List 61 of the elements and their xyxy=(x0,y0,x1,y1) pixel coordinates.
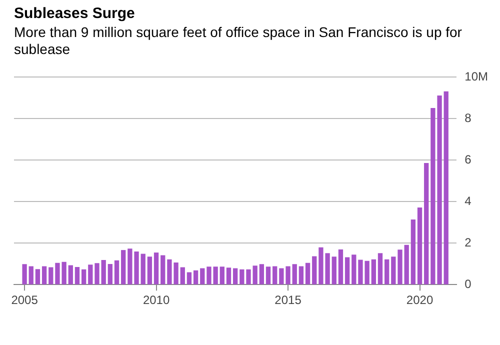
bar xyxy=(180,267,185,284)
x-tick-label: 2020 xyxy=(406,293,434,308)
chart-subtitle: More than 9 million square feet of office space in San Francisco is up for sublease xyxy=(14,24,463,58)
bar xyxy=(22,264,27,284)
bar xyxy=(378,253,383,284)
bar xyxy=(193,270,198,284)
bar xyxy=(272,266,278,284)
bar xyxy=(259,264,264,284)
bar xyxy=(305,262,310,284)
bar xyxy=(417,208,422,284)
bar xyxy=(140,254,146,284)
bar xyxy=(332,256,336,284)
bar xyxy=(147,256,152,284)
x-tick-label: 2015 xyxy=(274,293,302,308)
bar xyxy=(68,265,73,284)
bar xyxy=(121,250,126,284)
bar xyxy=(220,266,224,284)
bar xyxy=(240,269,244,284)
bar xyxy=(160,255,166,284)
bar xyxy=(108,264,113,284)
bar xyxy=(246,269,251,284)
y-tick-label: 4 xyxy=(464,194,472,208)
bar xyxy=(74,267,80,284)
bar xyxy=(444,91,448,284)
bar xyxy=(28,266,34,284)
bar xyxy=(200,268,205,284)
bar xyxy=(226,268,232,284)
y-tick-label: 10M xyxy=(464,70,488,84)
bar xyxy=(344,257,350,284)
bar xyxy=(35,269,40,284)
x-tick-label: 2010 xyxy=(142,293,170,308)
bar xyxy=(312,256,317,284)
bar xyxy=(48,267,54,284)
bar xyxy=(266,266,271,284)
bar xyxy=(233,268,238,284)
bar xyxy=(88,264,93,284)
bar xyxy=(371,259,376,284)
bar xyxy=(424,162,429,284)
bar xyxy=(81,269,86,284)
bar xyxy=(101,260,106,284)
bar xyxy=(404,244,409,284)
y-tick-label: 8 xyxy=(464,110,472,125)
y-tick-label: 6 xyxy=(464,152,472,166)
bar xyxy=(94,263,100,284)
bar xyxy=(42,266,47,284)
bar xyxy=(114,260,120,284)
bar xyxy=(410,220,416,284)
bar xyxy=(352,254,356,284)
bar xyxy=(384,259,390,284)
bar xyxy=(252,266,258,284)
bar xyxy=(154,252,159,284)
bar xyxy=(338,249,344,284)
y-tick-label: 2 xyxy=(464,235,472,250)
bar xyxy=(298,266,304,284)
bar xyxy=(292,264,297,284)
x-tick-label: 2005 xyxy=(11,293,38,308)
chart-title: Subleases Surge xyxy=(14,5,135,22)
y-tick-label: 0 xyxy=(464,276,472,291)
bar xyxy=(391,256,396,284)
bar xyxy=(398,250,402,284)
bar xyxy=(186,272,192,284)
